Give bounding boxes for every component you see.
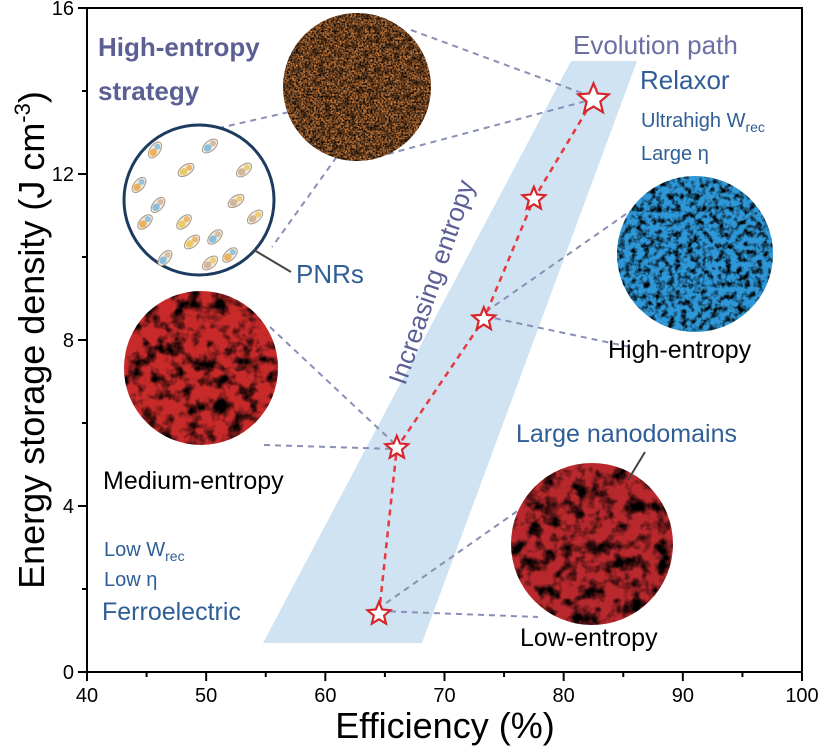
- pnr-ellipse: [222, 247, 238, 263]
- data-point-star: [364, 599, 394, 626]
- data-point-star: [382, 433, 411, 460]
- y-axis-label-main: Energy storage density (J cm: [11, 123, 52, 589]
- pnr-ellipse: [227, 193, 245, 209]
- large-eta-label: Large η: [641, 143, 709, 165]
- low-entropy-label: Low-entropy: [520, 624, 658, 652]
- high-entropy-strategy-line1: High-entropy: [98, 32, 260, 62]
- x-tick-label: 50: [195, 685, 217, 707]
- x-axis-ticks: 40 50 60 70 80 90 100: [76, 672, 819, 707]
- x-tick-label: 70: [433, 685, 455, 707]
- pnr-ellipse: [176, 214, 192, 230]
- x-tick-label: 60: [314, 685, 336, 707]
- ultrahigh-wrec-main: Ultrahigh W: [641, 110, 746, 132]
- data-series-markers: [364, 80, 612, 626]
- low-eta-label: Low η: [104, 569, 157, 591]
- x-tick-label: 40: [76, 685, 98, 707]
- ultrahigh-wrec-label: Ultrahigh Wrec: [641, 110, 765, 135]
- pnr-pointer: [253, 249, 292, 273]
- pnr-ellipse: [235, 162, 253, 178]
- micrograph-low-entropy: [511, 463, 673, 625]
- pnr-ellipse: [177, 162, 195, 178]
- pnr-ellipse: [131, 176, 147, 194]
- y-axis-label-end: ): [11, 91, 52, 103]
- y-tick-label: 16: [52, 0, 74, 20]
- pnr-ellipse: [150, 196, 166, 214]
- x-axis-label: Efficiency (%): [335, 705, 554, 746]
- evolution-path-label: Evolution path: [573, 30, 738, 60]
- nanodomain-pointer: [627, 451, 646, 481]
- pnr-schematic: [122, 123, 276, 277]
- micrograph-top-relaxor: [283, 13, 431, 161]
- pnr-ellipse: [207, 229, 223, 245]
- high-entropy-strategy-line2: strategy: [98, 76, 200, 106]
- y-tick-label: 0: [63, 662, 74, 684]
- pnr-ellipse: [201, 255, 219, 271]
- x-tick-label: 80: [553, 685, 575, 707]
- high-entropy-label: High-entropy: [608, 336, 752, 364]
- data-point-star: [519, 184, 549, 211]
- data-point-star: [575, 80, 612, 115]
- data-point-star: [469, 304, 498, 332]
- large-nanodomains-label: Large nanodomains: [516, 420, 737, 448]
- micrograph-medium-entropy: [124, 291, 278, 445]
- y-axis-label: Energy storage density (J cm-3): [10, 91, 52, 589]
- y-axis-label-sup: -3: [10, 103, 35, 123]
- pnrs-label: PNRs: [296, 259, 364, 289]
- relaxor-label: Relaxor: [640, 65, 730, 95]
- pnr-ellipse: [157, 249, 173, 267]
- pnr-ellipse: [137, 214, 153, 230]
- low-wrec-label: Low Wrec: [104, 539, 185, 564]
- pnr-ellipse: [147, 141, 163, 159]
- low-wrec-sub: rec: [165, 548, 184, 564]
- y-axis-ticks: 0 4 8 12 16: [52, 0, 87, 684]
- y-tick-label: 12: [52, 164, 74, 186]
- micrograph-high-entropy: [617, 176, 773, 332]
- pnr-ellipses: [131, 138, 264, 271]
- medium-entropy-label: Medium-entropy: [103, 467, 284, 495]
- y-tick-label: 4: [63, 496, 74, 518]
- x-tick-label: 100: [785, 685, 818, 707]
- pnr-ellipse: [201, 138, 219, 154]
- pnr-ellipse: [246, 209, 264, 225]
- ultrahigh-wrec-sub: rec: [745, 119, 764, 135]
- ferroelectric-label: Ferroelectric: [102, 598, 241, 626]
- y-tick-label: 8: [63, 330, 74, 352]
- evolution-band: [263, 61, 637, 643]
- pnr-ellipse: [183, 234, 201, 250]
- x-tick-label: 90: [672, 685, 694, 707]
- low-wrec-main: Low W: [104, 539, 165, 561]
